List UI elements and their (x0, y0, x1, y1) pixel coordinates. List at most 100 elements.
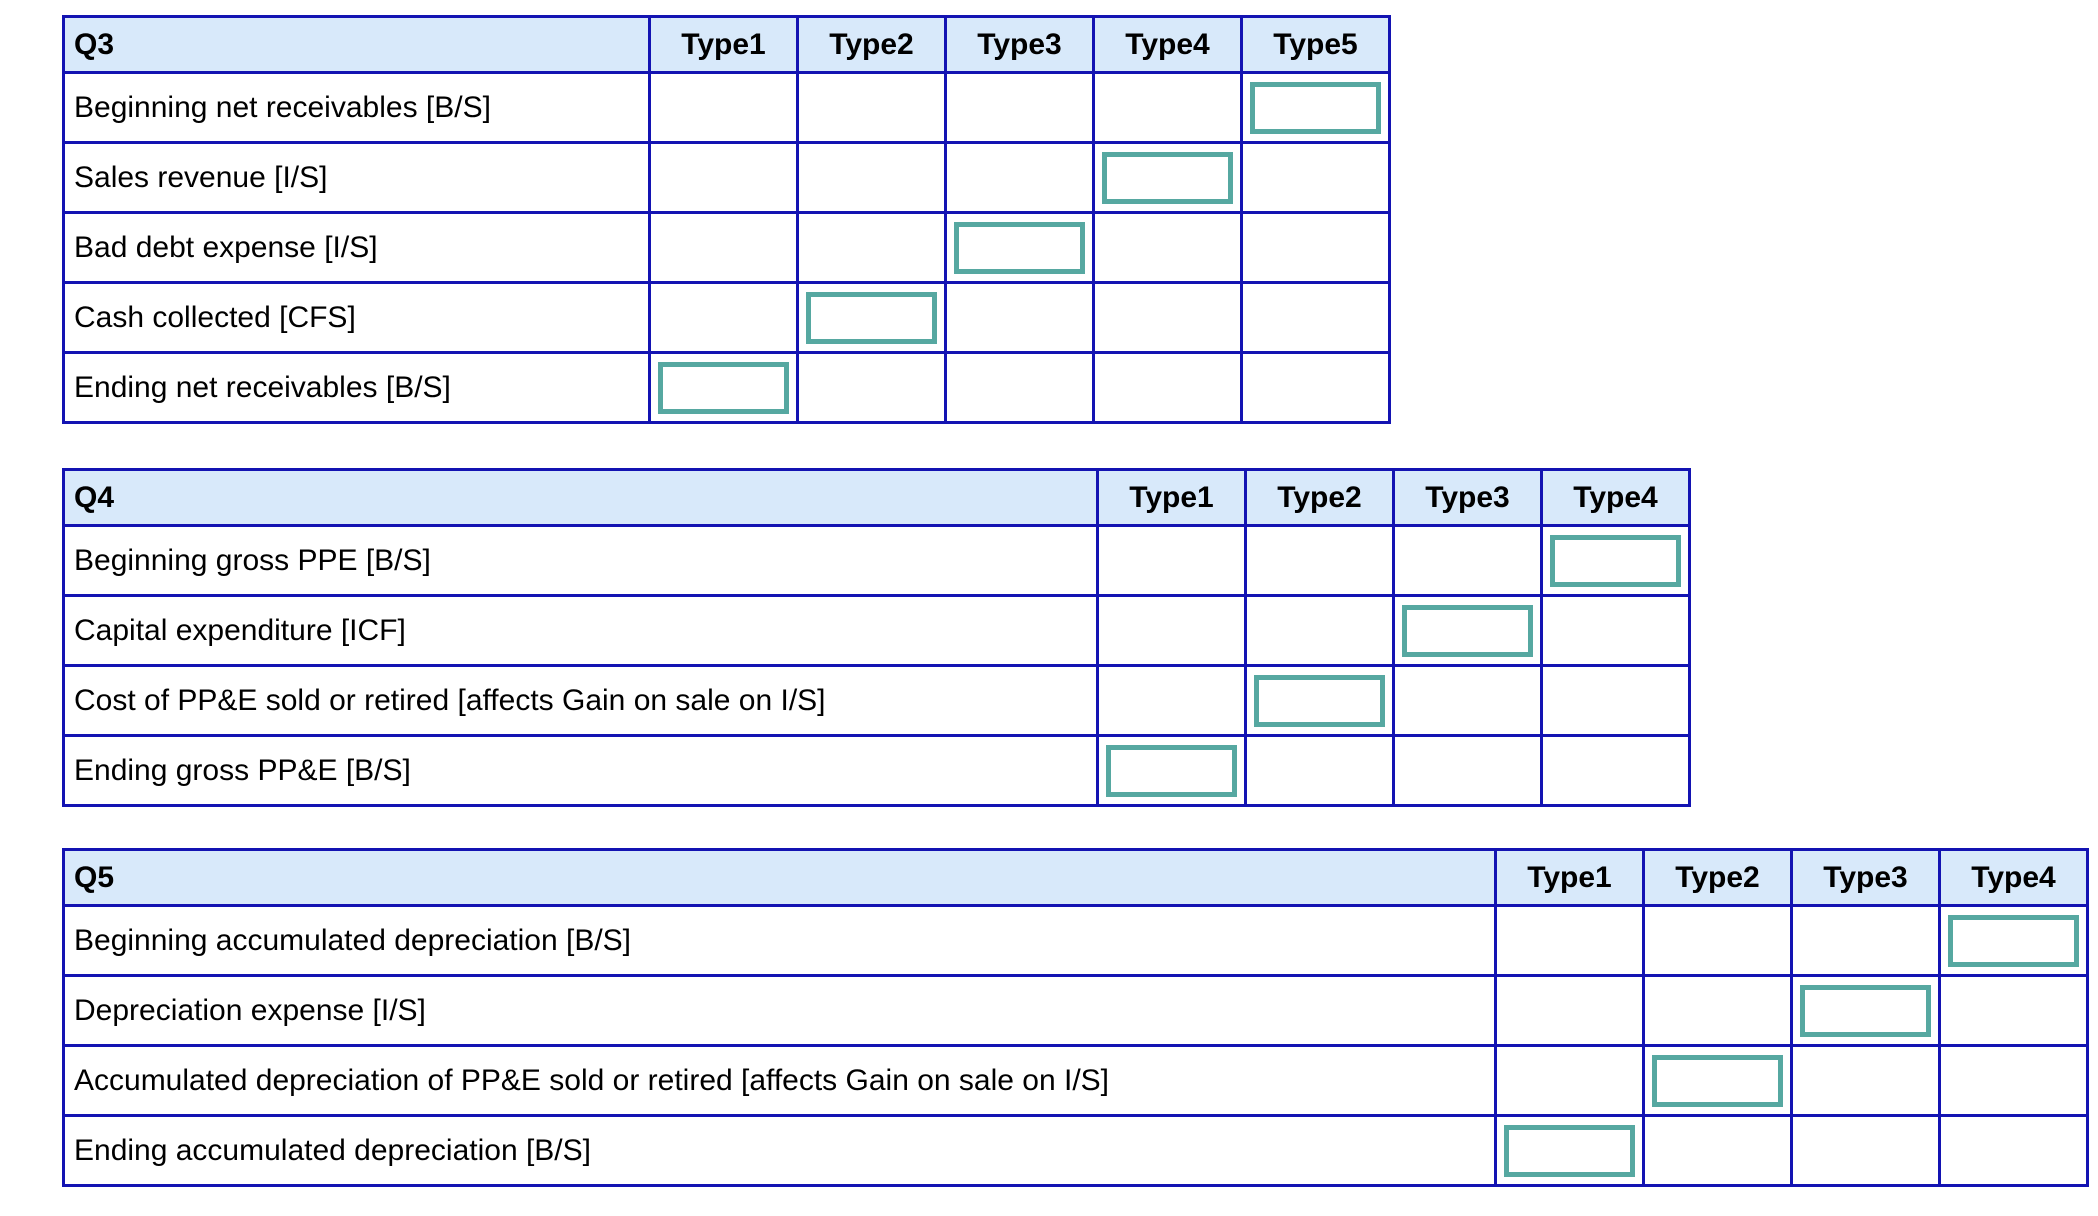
grid-cell (1938, 974, 2089, 1047)
column-header-type4: Type4 (1092, 15, 1243, 74)
row-label: Ending gross PP&E [B/S] (62, 734, 1099, 807)
column-header-type5: Type5 (1240, 15, 1391, 74)
grid-cell (648, 141, 799, 214)
grid-cell (1938, 904, 2089, 977)
grid-cell (648, 351, 799, 424)
row-label: Beginning accumulated depreciation [B/S] (62, 904, 1497, 977)
grid-cell (1092, 281, 1243, 354)
grid-cell (1244, 524, 1395, 597)
grid-cell (1092, 141, 1243, 214)
header-row: Q3 Type1 Type2 Type3 Type4 Type5 (62, 15, 1391, 74)
table-row: Beginning accumulated depreciation [B/S] (62, 904, 2089, 977)
grid-cell (1540, 524, 1691, 597)
grid-cell (648, 281, 799, 354)
grid-cell (1540, 594, 1691, 667)
grid-cell (1244, 594, 1395, 667)
grid-cell (796, 281, 947, 354)
row-label: Sales revenue [I/S] (62, 141, 651, 214)
grid-cell (1096, 734, 1247, 807)
row-label: Depreciation expense [I/S] (62, 974, 1497, 1047)
table-row: Cash collected [CFS] (62, 281, 1391, 354)
table-row: Sales revenue [I/S] (62, 141, 1391, 214)
grid-cell (1392, 524, 1543, 597)
column-header-type4: Type4 (1540, 468, 1691, 527)
table-row: Ending gross PP&E [B/S] (62, 734, 1691, 807)
grid-cell (1092, 211, 1243, 284)
question-table-q3: Q3 Type1 Type2 Type3 Type4 Type5 Beginning net… (62, 15, 1391, 424)
column-header-type1: Type1 (1096, 468, 1247, 527)
grid-cell (1096, 664, 1247, 737)
grid-cell (1790, 974, 1941, 1047)
header-row: Q4 Type1 Type2 Type3 Type4 (62, 468, 1691, 527)
answer-input[interactable] (658, 361, 789, 414)
grid-cell (1392, 734, 1543, 807)
answer-input[interactable] (1102, 151, 1233, 204)
column-header-type3: Type3 (944, 15, 1095, 74)
row-label: Bad debt expense [I/S] (62, 211, 651, 284)
question-table-q5: Q5 Type1 Type2 Type3 Type4 Beginning accumula… (62, 848, 2089, 1187)
grid-cell (944, 141, 1095, 214)
table-row: Ending accumulated depreciation [B/S] (62, 1114, 2089, 1187)
grid-cell (1240, 351, 1391, 424)
grid-cell (1096, 594, 1247, 667)
row-label: Cash collected [CFS] (62, 281, 651, 354)
column-header-type1: Type1 (648, 15, 799, 74)
answer-input[interactable] (806, 291, 937, 344)
grid-cell (1494, 1114, 1645, 1187)
column-header-type3: Type3 (1790, 848, 1941, 907)
grid-cell (1096, 524, 1247, 597)
column-header-type1: Type1 (1494, 848, 1645, 907)
grid-cell (1540, 734, 1691, 807)
column-header-type4: Type4 (1938, 848, 2089, 907)
answer-input[interactable] (1504, 1124, 1635, 1177)
answer-input[interactable] (1106, 744, 1237, 797)
answer-input[interactable] (1550, 534, 1681, 587)
table-title-q3: Q3 (62, 15, 651, 74)
row-label: Cost of PP&E sold or retired [affects Ga… (62, 664, 1099, 737)
table-title-q5: Q5 (62, 848, 1497, 907)
grid-cell (796, 211, 947, 284)
answer-input[interactable] (1402, 604, 1533, 657)
grid-cell (1540, 664, 1691, 737)
grid-cell (944, 281, 1095, 354)
table-row: Ending net receivables [B/S] (62, 351, 1391, 424)
header-row: Q5 Type1 Type2 Type3 Type4 (62, 848, 2089, 907)
grid-cell (944, 211, 1095, 284)
table-row: Beginning net receivables [B/S] (62, 71, 1391, 144)
grid-cell (1092, 71, 1243, 144)
grid-cell (1642, 1044, 1793, 1117)
table-row: Capital expenditure [ICF] (62, 594, 1691, 667)
answer-input[interactable] (1652, 1054, 1783, 1107)
grid-cell (1938, 1114, 2089, 1187)
grid-cell (796, 141, 947, 214)
table-row: Bad debt expense [I/S] (62, 211, 1391, 284)
grid-cell (648, 211, 799, 284)
grid-cell (1392, 594, 1543, 667)
answer-input[interactable] (1250, 81, 1381, 134)
grid-cell (796, 351, 947, 424)
row-label: Beginning net receivables [B/S] (62, 71, 651, 144)
grid-cell (1494, 1044, 1645, 1117)
answer-input[interactable] (954, 221, 1085, 274)
answer-input[interactable] (1948, 914, 2079, 967)
answer-input[interactable] (1800, 984, 1931, 1037)
row-label: Ending net receivables [B/S] (62, 351, 651, 424)
grid-cell (1790, 1114, 1941, 1187)
answer-input[interactable] (1254, 674, 1385, 727)
grid-cell (1092, 351, 1243, 424)
grid-cell (1938, 1044, 2089, 1117)
grid-cell (1790, 1044, 1941, 1117)
grid-cell (1642, 1114, 1793, 1187)
question-table-q4: Q4 Type1 Type2 Type3 Type4 Beginning gross PP… (62, 468, 1691, 807)
row-label: Accumulated depreciation of PP&E sold or… (62, 1044, 1497, 1117)
grid-cell (1240, 71, 1391, 144)
grid-cell (1642, 974, 1793, 1047)
grid-cell (1244, 664, 1395, 737)
grid-cell (796, 71, 947, 144)
table-row: Cost of PP&E sold or retired [affects Ga… (62, 664, 1691, 737)
row-label: Ending accumulated depreciation [B/S] (62, 1114, 1497, 1187)
grid-cell (648, 71, 799, 144)
grid-cell (1240, 141, 1391, 214)
grid-cell (1790, 904, 1941, 977)
table-row: Accumulated depreciation of PP&E sold or… (62, 1044, 2089, 1117)
